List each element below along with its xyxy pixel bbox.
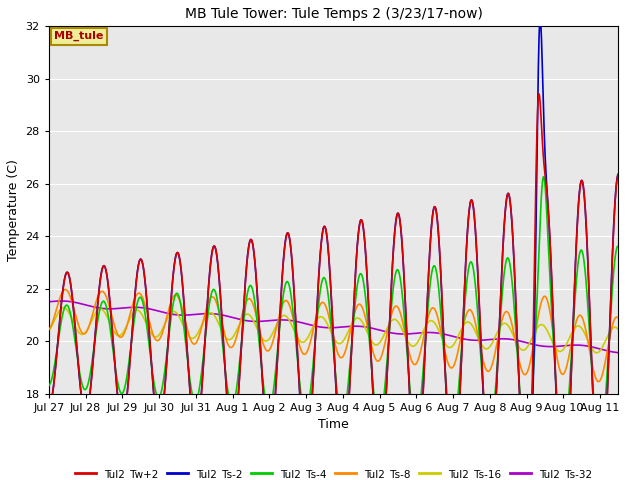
Tul2_Ts-8 [421,326,429,332]
Tul2_Ts-4 [596,442,604,447]
Tul2_Tw+2 [45,404,52,409]
Tul2_Ts-8 [561,368,569,374]
Tul2_Ts-8 [599,371,607,376]
Tul2_Ts-4 [561,430,569,436]
Tul2_Ts-2 [223,393,230,398]
Tul2_Tw+2 [172,256,179,262]
Tul2_Tw+2 [421,348,429,354]
Tul2_Ts-4 [614,244,622,250]
Tul2_Ts-4 [172,292,179,298]
Legend: Tul2_Tw+2, Tul2_Ts-2, Tul2_Ts-4, Tul2_Ts-8, Tul2_Ts-16, Tul2_Ts-32: Tul2_Tw+2, Tul2_Ts-2, Tul2_Ts-4, Tul2_Ts… [71,465,596,480]
Tul2_Ts-16 [60,305,67,311]
Tul2_Tw+2 [535,91,543,97]
Tul2_Ts-32 [223,313,231,319]
Tul2_Ts-4 [599,428,607,434]
Tul2_Ts-2 [172,255,179,261]
Tul2_Ts-4 [413,420,421,426]
Tul2_Ts-32 [421,330,429,336]
Tul2_Ts-16 [421,324,429,329]
Tul2_Ts-4 [421,341,429,347]
Tul2_Ts-32 [58,298,65,304]
Tul2_Ts-8 [595,379,602,384]
Line: Tul2_Ts-32: Tul2_Ts-32 [49,301,618,353]
Tul2_Ts-32 [614,350,622,356]
Y-axis label: Temperature (C): Temperature (C) [7,159,20,261]
Line: Tul2_Ts-16: Tul2_Ts-16 [49,308,618,353]
X-axis label: Time: Time [318,418,349,431]
Tul2_Ts-2 [536,15,544,21]
Tul2_Ts-16 [45,328,52,334]
Tul2_Ts-32 [413,330,421,336]
Title: MB Tule Tower: Tule Temps 2 (3/23/17-now): MB Tule Tower: Tule Temps 2 (3/23/17-now… [185,7,483,21]
Tul2_Tw+2 [614,171,622,177]
Tul2_Ts-8 [61,287,69,292]
Tul2_Ts-16 [593,350,600,356]
Tul2_Ts-32 [598,347,606,352]
Tul2_Tw+2 [223,391,230,397]
Line: Tul2_Ts-2: Tul2_Ts-2 [49,18,618,480]
Tul2_Ts-16 [614,327,622,333]
Tul2_Ts-4 [45,383,52,388]
Line: Tul2_Ts-4: Tul2_Ts-4 [49,177,618,444]
Tul2_Ts-16 [172,309,179,315]
Tul2_Ts-2 [413,468,421,474]
Tul2_Ts-16 [223,336,231,342]
Tul2_Ts-4 [223,380,230,386]
Tul2_Ts-16 [599,344,607,349]
Tul2_Ts-2 [421,345,429,351]
Line: Tul2_Ts-8: Tul2_Ts-8 [49,289,618,382]
Line: Tul2_Tw+2: Tul2_Tw+2 [49,94,618,480]
Tul2_Ts-2 [45,404,52,409]
Tul2_Ts-32 [172,312,179,318]
Tul2_Ts-8 [614,316,622,322]
Tul2_Ts-4 [540,174,547,180]
Text: MB_tule: MB_tule [54,31,104,41]
Tul2_Ts-16 [413,340,421,346]
Tul2_Ts-16 [561,344,569,349]
Tul2_Ts-8 [45,327,52,333]
Tul2_Ts-32 [45,299,52,305]
Tul2_Ts-8 [413,359,421,364]
Tul2_Ts-2 [614,171,622,177]
Tul2_Tw+2 [413,468,421,474]
Tul2_Ts-8 [223,339,231,345]
Tul2_Ts-32 [561,343,569,348]
Tul2_Ts-8 [172,292,179,298]
